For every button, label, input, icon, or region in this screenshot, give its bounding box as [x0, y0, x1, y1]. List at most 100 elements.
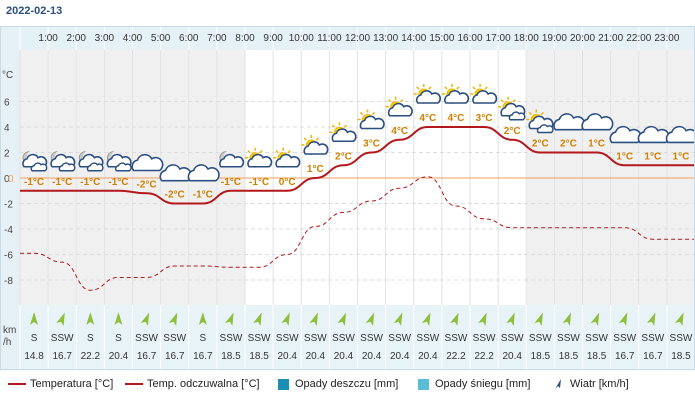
wind-speed: 20.4	[109, 351, 129, 362]
y-tick-label: 2	[4, 149, 10, 160]
wind-arrow-icon	[478, 312, 487, 327]
wind-direction: SSW	[360, 333, 383, 344]
wind-speed: 16.7	[137, 351, 157, 362]
partly-cloudy-sun-icon	[441, 84, 470, 104]
temp-label: 3°C	[476, 113, 493, 124]
wind-speed: 16.7	[52, 351, 72, 362]
wind-direction: SSW	[529, 333, 552, 344]
hour-label: 12:00	[345, 33, 370, 44]
cloudy-sun-icon	[498, 96, 526, 121]
temp-label: 4°C	[391, 126, 408, 137]
legend-temperature: Temperatura [°C]	[8, 378, 113, 390]
wind-speed: 20.4	[418, 351, 438, 362]
partly-cloudy-sun-icon	[301, 135, 329, 155]
wind-speed: 18.5	[559, 351, 579, 362]
temp-label: -1°C	[249, 177, 269, 188]
y-tick-label: -2	[4, 200, 13, 211]
wind-arrow-icon	[56, 312, 65, 327]
wind-direction: SSW	[416, 333, 439, 344]
temp-label: -1°C	[24, 177, 44, 188]
partly-cloudy-sun-icon	[470, 84, 498, 104]
hour-label: 19:00	[542, 33, 567, 44]
temp-label: 2°C	[335, 151, 352, 162]
wind-arrow-icon	[365, 312, 375, 327]
temp-label: 3°C	[363, 139, 380, 150]
wind-arrow-icon	[309, 312, 318, 327]
wind-arrow-icon	[168, 312, 178, 327]
partly-cloudy-sun-icon	[385, 96, 413, 117]
legend-rain: Opady deszczu [mm]	[278, 378, 398, 390]
wind-speed: 18.5	[221, 351, 241, 362]
legend-snow: Opady śniegu [mm]	[418, 378, 530, 390]
hour-label: 13:00	[373, 33, 398, 44]
cloudy-moon-icon	[22, 150, 48, 172]
wind-direction: SSW	[276, 333, 299, 344]
y-axis-strip	[0, 26, 20, 370]
wind-arrow-icon	[534, 312, 543, 327]
wind-direction: SSW	[445, 333, 468, 344]
wind-speed: 20.4	[390, 351, 410, 362]
y-tick-label: 6	[4, 98, 10, 109]
wind-arrow-icon	[562, 312, 572, 327]
hour-label: 3:00	[95, 33, 115, 44]
wind-direction: S	[199, 333, 206, 344]
cloudy-moon-icon	[106, 150, 132, 172]
wind-direction: SSW	[135, 333, 158, 344]
hour-label: 21:00	[598, 33, 623, 44]
hour-label: 8:00	[235, 33, 255, 44]
wind-speed: 16.7	[165, 351, 185, 362]
chart-legend: Temperatura [°C] Temp. odczuwalna [°C] O…	[0, 372, 695, 396]
cloudy-sun-icon	[526, 109, 554, 134]
cloudy-moon-icon	[50, 150, 76, 172]
wind-direction: SSW	[613, 333, 636, 344]
hour-label: 15:00	[429, 33, 454, 44]
hour-label: 7:00	[207, 33, 227, 44]
wind-direction: S	[31, 333, 38, 344]
wind-speed: 20.4	[306, 351, 326, 362]
wind-arrow-icon	[393, 312, 403, 327]
legend-wind-label: Wiatr [km/h]	[570, 378, 629, 390]
wind-speed: 22.2	[81, 351, 101, 362]
temp-label: -2°C	[165, 190, 185, 201]
y-axis-unit: °C	[2, 70, 13, 81]
legend-feels-like: Temp. odczuwalna [°C]	[125, 378, 260, 390]
temp-label: 1°C	[644, 151, 661, 162]
cloud-icon	[581, 113, 614, 131]
wind-arrow-icon	[281, 312, 290, 327]
temp-label: 2°C	[532, 139, 549, 150]
wind-direction: SSW	[473, 333, 496, 344]
cloud-icon	[665, 125, 695, 144]
hour-label: 16:00	[457, 33, 482, 44]
temp-label: -1°C	[193, 190, 213, 201]
temp-label: -1°C	[52, 177, 72, 188]
wind-direction: SSW	[388, 333, 411, 344]
wind-arrow-icon	[140, 312, 150, 327]
wind-arrow-icon	[449, 312, 459, 327]
legend-feels-like-label: Temp. odczuwalna [°C]	[147, 378, 260, 390]
hour-label: 6:00	[179, 33, 199, 44]
wind-direction: SSW	[557, 333, 580, 344]
wind-speed: 16.7	[643, 351, 663, 362]
wind-arrow-icon	[114, 312, 123, 325]
legend-temperature-label: Temperatura [°C]	[30, 378, 114, 390]
partly-cloudy-sun-icon	[357, 109, 385, 130]
hour-label: 9:00	[263, 33, 283, 44]
legend-wind: Wiatr [km/h]	[552, 378, 629, 390]
cloud-icon	[187, 164, 220, 182]
temp-label: 1°C	[307, 164, 324, 175]
y-tick-label: 0	[8, 174, 14, 185]
y-tick-label: 4	[4, 123, 10, 134]
legend-rain-label: Opady deszczu [mm]	[295, 378, 399, 390]
wind-arrow-icon	[30, 312, 39, 325]
wind-direction: SSW	[51, 333, 74, 344]
partly-cloudy-sun-icon	[273, 147, 301, 168]
hour-label: 4:00	[123, 33, 143, 44]
temperature-line	[20, 126, 695, 205]
hour-label: 22:00	[626, 33, 651, 44]
wind-direction: SSW	[670, 333, 693, 344]
wind-direction: SSW	[220, 333, 243, 344]
wind-speed: 18.5	[671, 351, 691, 362]
wind-arrow-icon	[86, 312, 95, 325]
wind-speed: 20.4	[277, 351, 297, 362]
